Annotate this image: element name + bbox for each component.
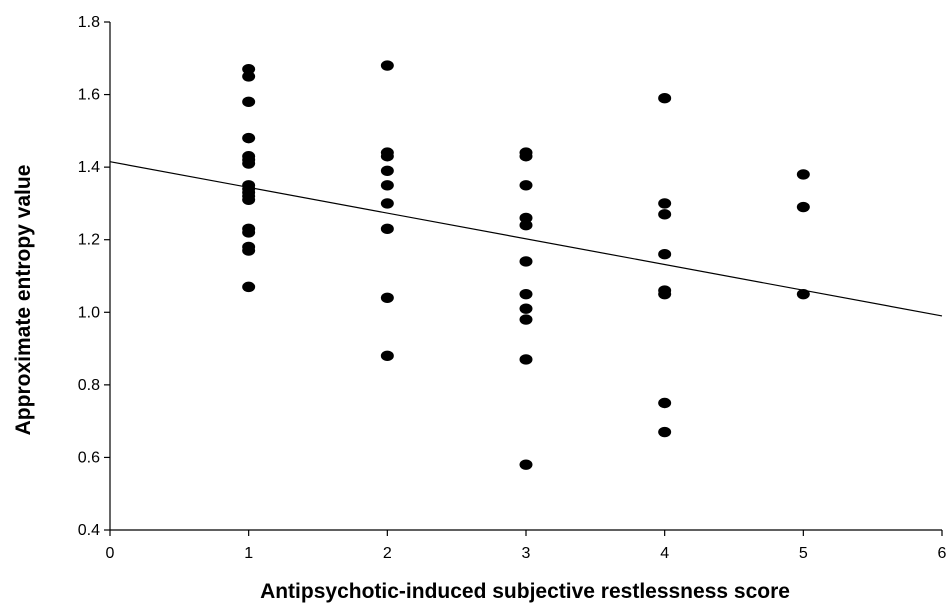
x-tick-label: 1: [244, 545, 253, 562]
data-point: [519, 256, 533, 267]
data-point: [658, 209, 672, 220]
data-point: [519, 314, 533, 325]
data-point: [380, 60, 394, 71]
data-point: [242, 63, 256, 75]
data-point: [519, 212, 533, 224]
data-point: [658, 426, 672, 438]
y-tick-label: 0.4: [78, 522, 100, 539]
axes: [104, 21, 943, 536]
data-point: [519, 151, 533, 162]
data-point: [796, 201, 810, 213]
x-tick-label: 2: [383, 545, 392, 562]
data-point: [380, 350, 394, 362]
data-point: [242, 227, 256, 238]
data-point: [242, 71, 256, 82]
data-point: [380, 223, 394, 235]
data-points: [242, 60, 810, 470]
data-point: [519, 180, 533, 191]
x-tick-label: 3: [522, 545, 531, 562]
data-point: [380, 165, 394, 176]
data-point: [242, 281, 256, 293]
data-point: [242, 194, 256, 205]
x-tick-label: 6: [938, 545, 947, 562]
y-tick-label: 1.8: [78, 14, 100, 31]
data-point: [519, 288, 533, 300]
data-point: [658, 249, 672, 260]
data-point: [519, 303, 533, 314]
data-point: [519, 354, 533, 365]
data-point: [380, 292, 394, 303]
data-point: [796, 288, 810, 300]
data-point: [519, 220, 533, 231]
y-axis-title: Approximate entropy value: [12, 165, 35, 436]
data-point: [242, 245, 256, 256]
x-axis-title: Antipsychotic-induced subjective restles…: [260, 580, 790, 603]
data-point: [658, 198, 672, 209]
x-tick-label: 4: [660, 545, 669, 562]
x-tick-label: 0: [106, 545, 115, 562]
y-tick-label: 1.4: [78, 159, 100, 176]
data-point: [380, 198, 394, 209]
y-tick-label: 1.2: [78, 232, 100, 249]
data-point: [519, 459, 533, 470]
y-tick-label: 0.6: [78, 449, 100, 466]
y-tick-label: 1.0: [78, 304, 100, 321]
data-point: [242, 158, 256, 169]
data-point: [242, 132, 256, 144]
data-point: [796, 169, 810, 180]
data-point: [242, 96, 256, 108]
data-point: [380, 151, 394, 162]
x-tick-label: 5: [799, 545, 808, 562]
data-point: [658, 93, 672, 104]
y-tick-label: 0.8: [78, 377, 100, 394]
tick-labels: 0 1 2 3 4 5 6 0.4 0.6 0.8 1.0 1.2 1.4 1.6 1.8: [78, 14, 947, 562]
data-point: [380, 180, 394, 191]
y-tick-label: 1.6: [78, 87, 100, 104]
data-point: [658, 288, 672, 300]
data-point: [658, 397, 672, 409]
